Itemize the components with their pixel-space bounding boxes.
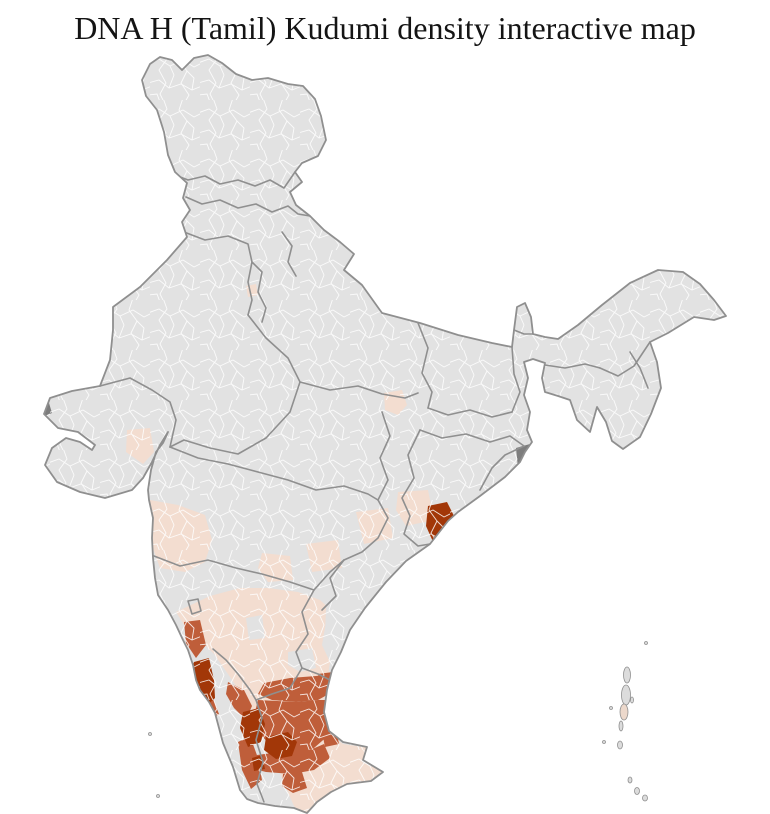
map-title: DNA H (Tamil) Kudumi density interactive…: [74, 10, 696, 46]
south-andaman-island: [619, 703, 629, 721]
india-outline: [43, 54, 727, 814]
andaman-nicobar-islands[interactable]: [602, 641, 648, 802]
state-boundaries: [99, 171, 651, 803]
lakshadweep-islands[interactable]: [148, 732, 160, 798]
